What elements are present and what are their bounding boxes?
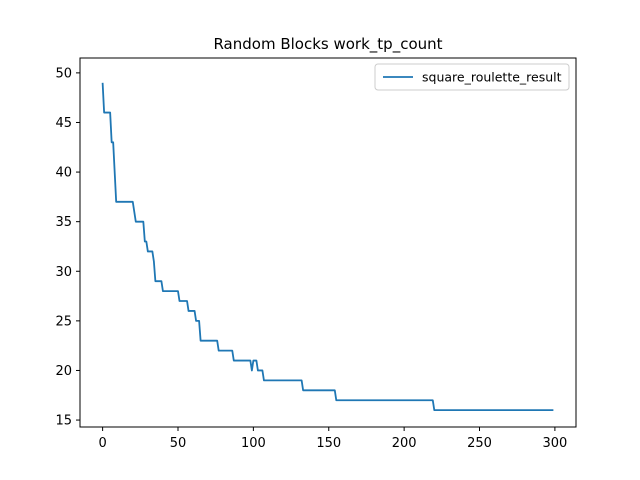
x-tick-label: 200 xyxy=(392,436,417,451)
y-tick-label: 45 xyxy=(55,116,72,131)
axis-ticks: 0 50 100 150 200 250 300 15 20 25 30 35 40 45 50 xyxy=(55,66,567,451)
y-tick-label: 25 xyxy=(55,314,72,329)
x-tick-label: 250 xyxy=(467,436,492,451)
y-tick-label: 50 xyxy=(55,66,72,81)
legend-box xyxy=(374,63,570,91)
y-tick-label: 40 xyxy=(55,166,72,181)
x-tick-label: 100 xyxy=(241,436,266,451)
y-tick-label: 20 xyxy=(55,364,72,379)
y-tick-label: 15 xyxy=(55,414,72,429)
plot-frame xyxy=(79,57,577,428)
chart-title: Random Blocks work_tp_count xyxy=(213,35,442,54)
legend-label: square_roulette_result xyxy=(422,70,562,85)
x-tick-label: 300 xyxy=(542,436,567,451)
x-tick-label: 50 xyxy=(170,436,187,451)
y-tick-label: 35 xyxy=(55,215,72,230)
x-tick-label: 0 xyxy=(98,436,106,451)
legend: square_roulette_result xyxy=(374,63,570,91)
plot-area xyxy=(79,57,577,428)
y-tick-label: 30 xyxy=(55,265,72,280)
x-tick-label: 150 xyxy=(316,436,341,451)
series-line-0 xyxy=(101,82,554,412)
